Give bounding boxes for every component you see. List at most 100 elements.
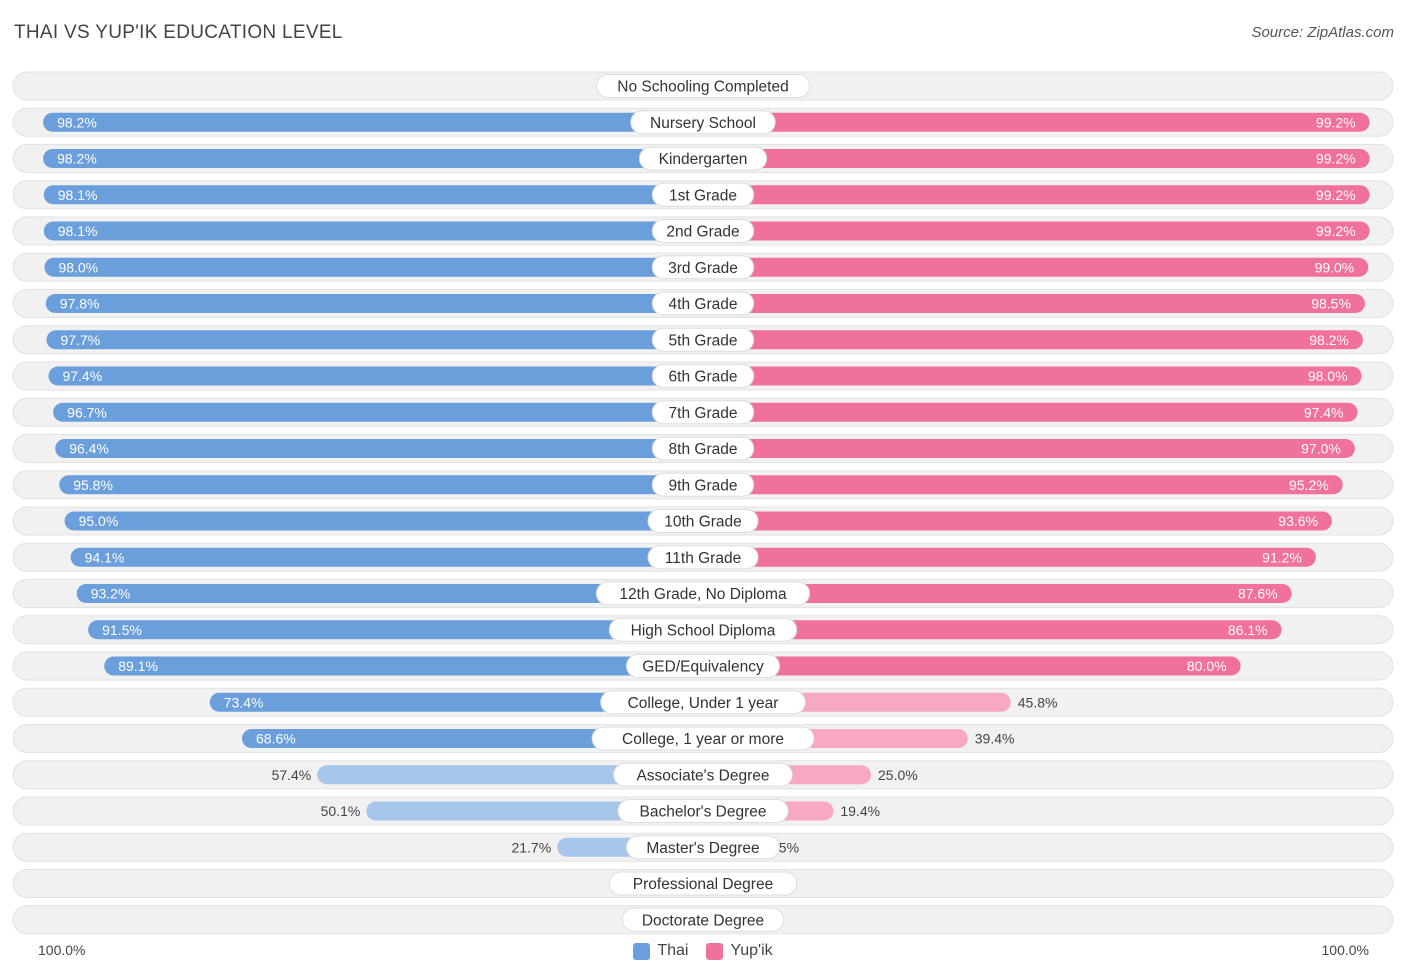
bar-yupik [703,656,1241,676]
value-label-yupik: 99.0% [1315,259,1355,275]
legend-swatch-yupik [706,942,724,960]
bar-yupik [703,294,1365,313]
category-pill [608,871,798,896]
bar-thai [46,330,704,350]
category-label: 5th Grade [669,332,738,349]
axis-right-label: 100.0% [1321,942,1369,958]
bar-thai [76,584,704,603]
bar-yupik [703,402,1358,422]
category-pill [651,182,755,207]
value-label-yupik: 91.2% [1262,549,1302,565]
bar-thai [53,402,703,422]
bar-thai [48,366,704,386]
bar-thai [104,656,704,676]
category-label: GED/Equivalency [642,659,764,676]
category-pill [617,799,789,823]
bar-thai [242,729,703,748]
category-label: Kindergarten [659,151,748,168]
category-label: 9th Grade [669,477,738,494]
bar-thai [70,547,703,567]
value-label-yupik: 99.2% [1316,114,1356,130]
value-label-yupik: 99.2% [1316,187,1356,203]
category-pill [651,327,755,352]
bar-thai [209,692,703,712]
value-label-thai: 91.5% [102,622,142,638]
legend: Thai Yup'ik [0,940,1406,962]
category-label: No Schooling Completed [617,79,788,96]
value-label-yupik: 19.4% [840,803,880,819]
value-label-thai: 97.8% [60,296,100,312]
category-label: Nursery School [650,115,756,132]
legend-item-yupik[interactable]: Yup'ik [706,942,773,960]
category-label: High School Diploma [631,622,776,639]
bar-thai [55,439,703,458]
value-label-thai: 98.0% [58,259,98,275]
category-label: 7th Grade [669,405,738,422]
value-label-thai: 50.1% [321,803,361,819]
value-label-thai: 93.2% [91,586,131,602]
bar-yupik [703,330,1363,350]
category-label: 11th Grade [665,550,741,567]
category-pill [630,110,776,135]
category-label: 12th Grade, No Diploma [619,586,787,603]
value-label-yupik: 98.0% [1308,368,1348,384]
value-label-yupik: 93.6% [1278,513,1318,529]
bar-yupik [703,439,1355,458]
value-label-yupik: 45.8% [1018,694,1058,710]
value-label-thai: 21.7% [511,839,551,855]
category-pill [647,545,759,570]
category-pill [647,509,759,533]
value-label-yupik: 97.4% [1304,404,1344,420]
category-pill [651,436,755,461]
bar-yupik [703,620,1282,640]
category-label: Bachelor's Degree [639,804,766,821]
value-label-thai: 98.2% [57,151,97,167]
value-label-yupik: 25.0% [878,767,918,783]
value-label-thai: 57.4% [272,767,312,783]
bar-yupik [703,511,1332,531]
value-label-yupik: 87.6% [1238,586,1278,602]
category-pill [651,364,755,388]
value-label-yupik: 99.2% [1316,151,1356,167]
bar-yupik [703,547,1316,567]
value-label-thai: 89.1% [118,658,158,674]
bar-thai [43,185,703,205]
category-pill [600,690,806,715]
value-label-thai: 95.8% [73,477,113,493]
value-label-thai: 96.4% [69,441,109,457]
category-pill [638,146,768,171]
value-label-yupik: 98.2% [1309,332,1349,348]
category-pill [626,835,780,860]
bar-yupik [703,112,1370,132]
category-label: Master's Degree [646,840,759,857]
category-pill [651,472,755,497]
value-label-thai: 98.1% [58,187,98,203]
value-label-thai: 98.1% [58,223,98,239]
bar-yupik [703,185,1370,205]
category-label: College, 1 year or more [622,731,784,748]
value-label-yupik: 86.1% [1228,622,1268,638]
category-label: 1st Grade [669,187,737,204]
value-label-thai: 95.0% [79,513,119,529]
legend-item-thai[interactable]: Thai [633,942,688,960]
value-label-yupik: 95.2% [1289,477,1329,493]
chart-title: THAI VS YUP'IK EDUCATION LEVEL [14,22,343,43]
bar-thai [45,294,704,313]
bar-thai [43,112,703,132]
bar-yupik [703,221,1370,241]
category-pill [613,762,793,787]
category-pill [591,726,815,751]
value-label-yupik: 97.0% [1301,441,1341,457]
category-label: 10th Grade [664,514,742,531]
category-pill [626,654,780,678]
bar-yupik [703,584,1292,603]
bar-thai [88,620,704,640]
category-pill [595,581,811,606]
bar-thai [44,257,703,277]
bar-yupik [703,149,1370,168]
source-label: Source: ZipAtlas.com [1251,24,1394,41]
value-label-yupik: 99.2% [1316,223,1356,239]
axis-left-label: 100.0% [38,942,86,958]
value-label-thai: 97.7% [60,332,100,348]
